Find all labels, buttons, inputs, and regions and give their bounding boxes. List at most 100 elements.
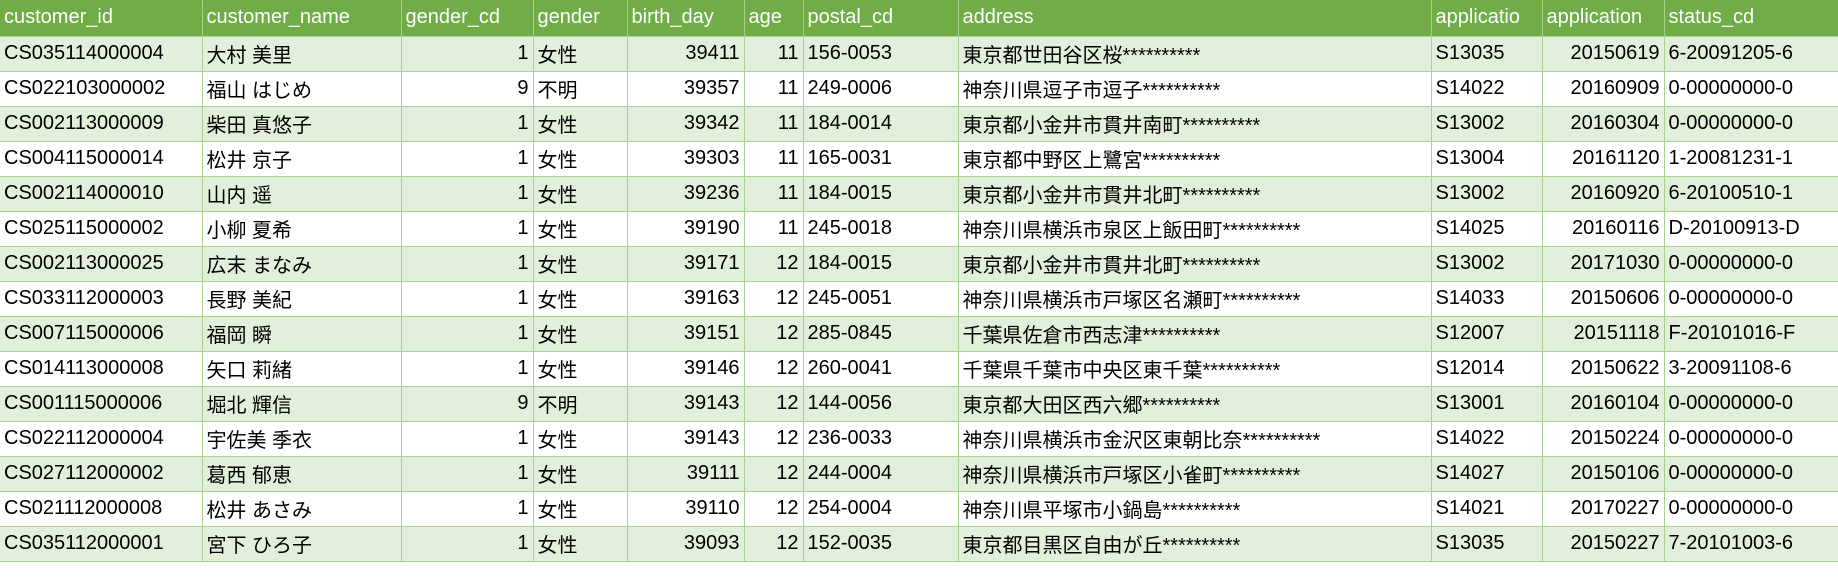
cell-customer-id[interactable]: CS002113000025 bbox=[0, 246, 203, 282]
cell-application[interactable]: 20161120 bbox=[1542, 141, 1665, 177]
cell-address[interactable]: 千葉県千葉市中央区東千葉********** bbox=[958, 351, 1432, 387]
cell-postal-cd[interactable]: 165-0031 bbox=[803, 141, 959, 177]
cell-customer-id[interactable]: CS022103000002 bbox=[0, 71, 203, 107]
cell-gender-cd[interactable]: 9 bbox=[401, 71, 534, 107]
cell-gender[interactable]: 女性 bbox=[533, 246, 628, 282]
cell-status-cd[interactable]: 0-00000000-0 bbox=[1664, 246, 1838, 282]
cell-application[interactable]: 20160304 bbox=[1542, 106, 1665, 142]
cell-customer-name[interactable]: 宇佐美 季衣 bbox=[202, 421, 402, 457]
cell-status-cd[interactable]: F-20101016-F bbox=[1664, 316, 1838, 352]
cell-applicatio[interactable]: S14022 bbox=[1431, 421, 1543, 457]
cell-application[interactable]: 20151118 bbox=[1542, 316, 1665, 352]
cell-postal-cd[interactable]: 245-0018 bbox=[803, 211, 959, 247]
cell-status-cd[interactable]: 0-00000000-0 bbox=[1664, 71, 1838, 107]
cell-status-cd[interactable]: D-20100913-D bbox=[1664, 211, 1838, 247]
cell-gender-cd[interactable]: 1 bbox=[401, 456, 534, 492]
cell-birth-day[interactable]: 39303 bbox=[627, 141, 745, 177]
column-header-customer-id[interactable]: customer_id bbox=[0, 0, 203, 37]
cell-gender-cd[interactable]: 1 bbox=[401, 351, 534, 387]
cell-gender[interactable]: 不明 bbox=[533, 71, 628, 107]
cell-address[interactable]: 東京都目黒区自由が丘********** bbox=[958, 526, 1432, 562]
cell-gender-cd[interactable]: 1 bbox=[401, 491, 534, 527]
cell-birth-day[interactable]: 39342 bbox=[627, 106, 745, 142]
cell-customer-id[interactable]: CS004115000014 bbox=[0, 141, 203, 177]
cell-customer-name[interactable]: 広末 まなみ bbox=[202, 246, 402, 282]
cell-birth-day[interactable]: 39143 bbox=[627, 421, 745, 457]
cell-birth-day[interactable]: 39236 bbox=[627, 176, 745, 212]
cell-application[interactable]: 20171030 bbox=[1542, 246, 1665, 282]
cell-address[interactable]: 神奈川県平塚市小鍋島********** bbox=[958, 491, 1432, 527]
cell-age[interactable]: 11 bbox=[744, 176, 804, 212]
cell-customer-name[interactable]: 宮下 ひろ子 bbox=[202, 526, 402, 562]
cell-applicatio[interactable]: S13001 bbox=[1431, 386, 1543, 422]
cell-age[interactable]: 12 bbox=[744, 456, 804, 492]
cell-birth-day[interactable]: 39110 bbox=[627, 491, 745, 527]
cell-applicatio[interactable]: S12007 bbox=[1431, 316, 1543, 352]
cell-customer-name[interactable]: 大村 美里 bbox=[202, 36, 402, 72]
cell-gender[interactable]: 女性 bbox=[533, 106, 628, 142]
column-header-address[interactable]: address bbox=[958, 0, 1432, 37]
cell-customer-id[interactable]: CS014113000008 bbox=[0, 351, 203, 387]
cell-status-cd[interactable]: 0-00000000-0 bbox=[1664, 281, 1838, 317]
cell-birth-day[interactable]: 39111 bbox=[627, 456, 745, 492]
cell-customer-name[interactable]: 矢口 莉緒 bbox=[202, 351, 402, 387]
cell-age[interactable]: 11 bbox=[744, 211, 804, 247]
cell-postal-cd[interactable]: 245-0051 bbox=[803, 281, 959, 317]
cell-age[interactable]: 11 bbox=[744, 106, 804, 142]
cell-gender-cd[interactable]: 1 bbox=[401, 106, 534, 142]
cell-status-cd[interactable]: 0-00000000-0 bbox=[1664, 456, 1838, 492]
cell-age[interactable]: 12 bbox=[744, 246, 804, 282]
cell-customer-name[interactable]: 福山 はじめ bbox=[202, 71, 402, 107]
cell-address[interactable]: 東京都小金井市貫井南町********** bbox=[958, 106, 1432, 142]
cell-age[interactable]: 12 bbox=[744, 386, 804, 422]
cell-gender-cd[interactable]: 1 bbox=[401, 281, 534, 317]
cell-customer-id[interactable]: CS033112000003 bbox=[0, 281, 203, 317]
column-header-postal-cd[interactable]: postal_cd bbox=[803, 0, 959, 37]
cell-gender[interactable]: 女性 bbox=[533, 211, 628, 247]
cell-application[interactable]: 20160920 bbox=[1542, 176, 1665, 212]
cell-postal-cd[interactable]: 254-0004 bbox=[803, 491, 959, 527]
cell-customer-id[interactable]: CS002113000009 bbox=[0, 106, 203, 142]
cell-applicatio[interactable]: S13002 bbox=[1431, 176, 1543, 212]
cell-gender-cd[interactable]: 1 bbox=[401, 246, 534, 282]
column-header-birth-day[interactable]: birth_day bbox=[627, 0, 745, 37]
column-header-applicatio[interactable]: applicatio bbox=[1431, 0, 1543, 37]
column-header-gender[interactable]: gender bbox=[533, 0, 628, 37]
cell-birth-day[interactable]: 39163 bbox=[627, 281, 745, 317]
cell-application[interactable]: 20170227 bbox=[1542, 491, 1665, 527]
cell-birth-day[interactable]: 39151 bbox=[627, 316, 745, 352]
cell-postal-cd[interactable]: 156-0053 bbox=[803, 36, 959, 72]
cell-applicatio[interactable]: S14021 bbox=[1431, 491, 1543, 527]
cell-address[interactable]: 神奈川県横浜市戸塚区小雀町********** bbox=[958, 456, 1432, 492]
cell-applicatio[interactable]: S13002 bbox=[1431, 106, 1543, 142]
column-header-age[interactable]: age bbox=[744, 0, 804, 37]
cell-application[interactable]: 20160104 bbox=[1542, 386, 1665, 422]
cell-birth-day[interactable]: 39171 bbox=[627, 246, 745, 282]
cell-address[interactable]: 神奈川県横浜市戸塚区名瀬町********** bbox=[958, 281, 1432, 317]
cell-postal-cd[interactable]: 184-0014 bbox=[803, 106, 959, 142]
cell-address[interactable]: 東京都小金井市貫井北町********** bbox=[958, 246, 1432, 282]
cell-birth-day[interactable]: 39093 bbox=[627, 526, 745, 562]
cell-postal-cd[interactable]: 144-0056 bbox=[803, 386, 959, 422]
cell-birth-day[interactable]: 39146 bbox=[627, 351, 745, 387]
cell-birth-day[interactable]: 39357 bbox=[627, 71, 745, 107]
cell-status-cd[interactable]: 7-20101003-6 bbox=[1664, 526, 1838, 562]
cell-customer-name[interactable]: 松井 あさみ bbox=[202, 491, 402, 527]
cell-application[interactable]: 20160116 bbox=[1542, 211, 1665, 247]
cell-applicatio[interactable]: S13002 bbox=[1431, 246, 1543, 282]
cell-applicatio[interactable]: S14033 bbox=[1431, 281, 1543, 317]
cell-address[interactable]: 東京都中野区上鷺宮********** bbox=[958, 141, 1432, 177]
cell-applicatio[interactable]: S14027 bbox=[1431, 456, 1543, 492]
cell-birth-day[interactable]: 39190 bbox=[627, 211, 745, 247]
cell-address[interactable]: 東京都大田区西六郷********** bbox=[958, 386, 1432, 422]
cell-postal-cd[interactable]: 184-0015 bbox=[803, 176, 959, 212]
cell-gender[interactable]: 女性 bbox=[533, 141, 628, 177]
cell-application[interactable]: 20150227 bbox=[1542, 526, 1665, 562]
cell-applicatio[interactable]: S13035 bbox=[1431, 36, 1543, 72]
cell-status-cd[interactable]: 6-20100510-1 bbox=[1664, 176, 1838, 212]
cell-application[interactable]: 20150619 bbox=[1542, 36, 1665, 72]
cell-customer-name[interactable]: 葛西 郁恵 bbox=[202, 456, 402, 492]
cell-applicatio[interactable]: S14025 bbox=[1431, 211, 1543, 247]
cell-gender[interactable]: 女性 bbox=[533, 491, 628, 527]
cell-customer-id[interactable]: CS035114000004 bbox=[0, 36, 203, 72]
